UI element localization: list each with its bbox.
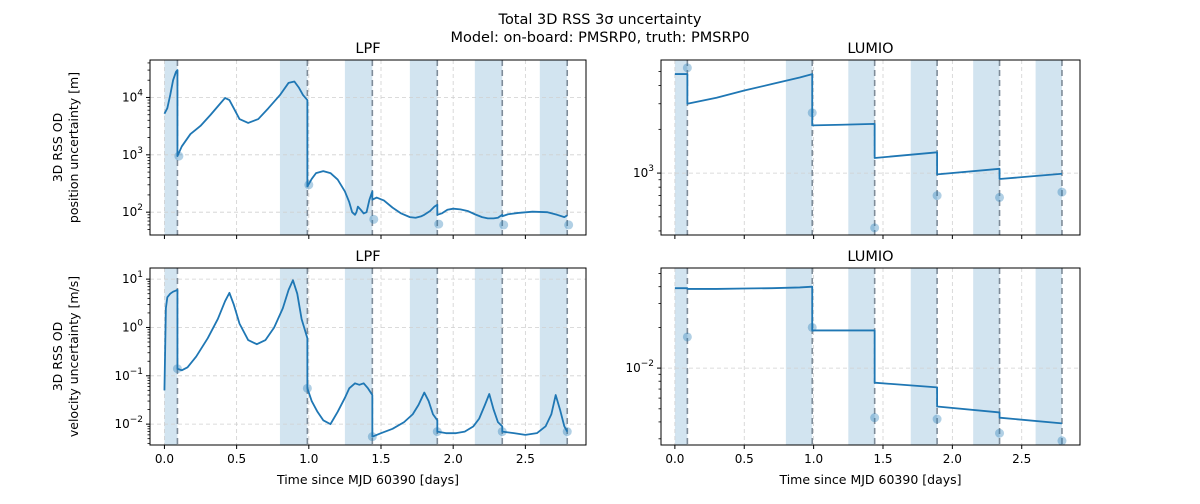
estimate-marker	[499, 220, 509, 230]
panel-title: LPF	[355, 41, 380, 57]
tracking-window-band	[279, 60, 308, 235]
panel-title: LUMIO	[847, 249, 893, 265]
plot-area	[150, 268, 586, 445]
y-axis-label: position uncertainty [m]	[66, 72, 81, 223]
estimate-marker	[434, 219, 444, 229]
panel-lumio-velocity: 0.0 0.5 1.0 1.5 2.0 2.5 10−2 LUMIO Time since MJ…	[625, 249, 1081, 487]
estimate-marker	[807, 108, 817, 118]
panel-lpf-velocity: 0.0 0.5 1.0 1.5 2.0 2.5 10−2 10−1 100 101 LPF Time …	[50, 249, 587, 487]
y-tick-label: 10−2	[114, 415, 143, 431]
plot-area	[661, 60, 1080, 235]
tracking-window-band	[973, 60, 1000, 235]
estimate-marker	[995, 428, 1005, 438]
tracking-window-band	[409, 268, 438, 445]
estimate-marker	[870, 223, 880, 233]
y-axis-label: 3D RSS OD	[50, 113, 65, 183]
estimate-marker	[497, 427, 507, 437]
x-tick-label: 1.0	[804, 452, 823, 466]
x-tick-label: 1.5	[873, 452, 892, 466]
estimate-marker	[432, 427, 442, 437]
tracking-window-band	[474, 268, 503, 445]
tracking-window-band	[1035, 268, 1062, 445]
x-tick-label: 2.0	[444, 452, 463, 466]
figure-title-line1: Total 3D RSS 3σ uncertainty	[498, 12, 702, 28]
tracking-window-band	[279, 268, 308, 445]
y-tick-label: 101	[122, 270, 143, 286]
estimate-marker	[682, 332, 692, 342]
y-tick-label: 103	[122, 146, 143, 162]
y-tick-label: 10−2	[625, 359, 654, 375]
tracking-window-band	[674, 60, 688, 235]
series-line	[674, 285, 1063, 425]
x-tick-label: 0.0	[665, 452, 684, 466]
axes-frame	[660, 267, 1081, 446]
estimate-marker	[562, 427, 572, 437]
x-tick-label: 2.0	[943, 452, 962, 466]
tracking-window-band	[409, 60, 438, 235]
tracking-window-band	[164, 60, 178, 235]
tracking-window-band	[785, 268, 813, 445]
tracking-window-band	[785, 60, 813, 235]
x-tick-label: 2.5	[1012, 452, 1031, 466]
estimate-marker	[302, 383, 312, 393]
y-tick-label: 10−1	[114, 367, 143, 383]
series-line	[163, 69, 568, 220]
series-line	[674, 73, 1063, 180]
tracking-window-band	[910, 268, 938, 445]
x-axis-label: Time since MJD 60390 [days]	[778, 472, 961, 487]
estimate-marker	[682, 63, 692, 73]
plot-area	[150, 60, 586, 235]
tracking-window-band	[848, 60, 875, 235]
tracking-window-band	[1035, 60, 1062, 235]
x-tick-label: 1.5	[371, 452, 390, 466]
estimate-marker	[174, 151, 184, 161]
tracking-window-band	[910, 60, 938, 235]
axes-frame	[660, 59, 1081, 236]
x-tick-label: 0.5	[227, 452, 246, 466]
tracking-window-band	[848, 268, 875, 445]
estimate-marker	[807, 322, 817, 332]
estimate-marker	[369, 214, 379, 224]
figure-title-line2: Model: on-board: PMSRP0, truth: PMSRP0	[450, 30, 749, 46]
estimate-marker	[172, 364, 182, 374]
plot-area	[661, 268, 1080, 445]
series-line	[163, 279, 569, 438]
estimate-marker	[870, 413, 880, 423]
tracking-window-band	[674, 268, 688, 445]
x-tick-label: 0.0	[155, 452, 174, 466]
y-tick-label: 103	[633, 164, 654, 180]
tracking-window-band	[474, 60, 503, 235]
estimate-marker	[304, 180, 314, 190]
tracking-window-band	[539, 268, 568, 445]
panel-lumio-position: 103 LUMIO	[633, 41, 1081, 239]
estimate-marker	[1057, 187, 1067, 197]
axes-frame	[149, 267, 587, 446]
tracking-window-band	[164, 268, 178, 445]
y-tick-label: 100	[122, 318, 143, 334]
tracking-window-band	[539, 60, 568, 235]
estimate-marker	[932, 191, 942, 201]
y-tick-label: 104	[122, 88, 143, 104]
y-axis-label: velocity uncertainty [m/s]	[66, 276, 81, 437]
estimate-marker	[1057, 436, 1067, 445]
panel-title: LPF	[355, 249, 380, 265]
estimate-marker	[367, 432, 377, 442]
estimate-marker	[995, 192, 1005, 202]
axes-frame	[149, 59, 587, 236]
estimate-marker	[564, 220, 574, 230]
panel-lpf-position: 102 103 104 LPF 3D RSS OD position uncertaint…	[50, 41, 587, 239]
estimate-marker	[932, 414, 942, 424]
x-axis-label: Time since MJD 60390 [days]	[276, 472, 459, 487]
y-axis-label: 3D RSS OD	[50, 322, 65, 392]
x-tick-label: 1.0	[299, 452, 318, 466]
panel-title: LUMIO	[847, 41, 893, 57]
x-tick-label: 2.5	[516, 452, 535, 466]
tracking-window-band	[973, 268, 1000, 445]
tracking-window-band	[344, 268, 373, 445]
y-tick-label: 102	[122, 203, 143, 219]
x-tick-label: 0.5	[735, 452, 754, 466]
